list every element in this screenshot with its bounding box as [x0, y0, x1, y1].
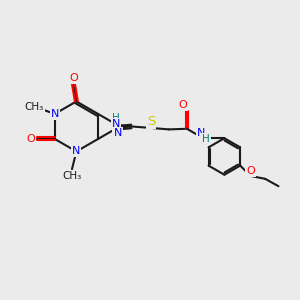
Text: N: N — [112, 119, 120, 129]
Text: H: H — [202, 134, 210, 144]
Text: N: N — [50, 109, 59, 119]
Text: CH₃: CH₃ — [25, 102, 44, 112]
Text: N: N — [196, 128, 205, 138]
Text: S: S — [147, 115, 155, 128]
Text: O: O — [69, 74, 78, 83]
Text: O: O — [246, 166, 255, 176]
Text: N: N — [113, 128, 122, 138]
Text: O: O — [26, 134, 35, 144]
Text: N: N — [72, 146, 81, 157]
Text: O: O — [178, 100, 187, 110]
Text: CH₃: CH₃ — [62, 171, 82, 181]
Text: H: H — [112, 113, 120, 123]
